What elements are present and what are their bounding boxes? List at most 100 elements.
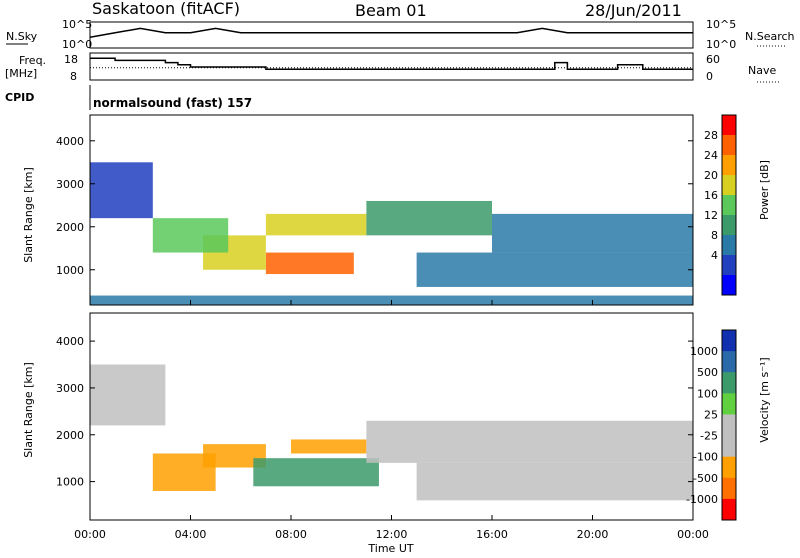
y-tick-label: 2000	[56, 429, 84, 442]
cpid-label: CPID	[5, 91, 34, 104]
velocity-y-axis: 4000 3000 2000 1000	[56, 335, 693, 489]
x-tick-label: 16:00	[476, 528, 508, 541]
freq-tick-top: 18	[64, 53, 78, 66]
power-colorbar-segment	[722, 155, 736, 176]
scatter-region	[366, 420, 693, 463]
velocity-colorbar-segment	[722, 498, 736, 521]
power-colorbar-tick-label: 4	[711, 249, 718, 262]
freq-series	[90, 57, 693, 70]
scatter-region	[203, 444, 266, 468]
power-colorbar-segment	[722, 175, 736, 196]
velocity-colorbar-segment	[722, 414, 736, 437]
power-colorbar-segment	[722, 255, 736, 276]
power-colorbar-frame	[721, 114, 737, 296]
scatter-region	[416, 252, 693, 287]
power-colorbar-segment	[722, 115, 736, 136]
nsearch-tick-top: 10^5	[706, 18, 736, 31]
velocity-data	[90, 364, 693, 501]
velocity-colorbar-tick-label: -1000	[686, 493, 718, 506]
power-colorbar-segment	[722, 195, 736, 216]
velocity-colorbar-tick-label: -500	[693, 472, 718, 485]
velocity-colorbar-tick-label: -100	[693, 451, 718, 464]
velocity-colorbar-segment	[722, 372, 736, 394]
nave-label: Nave	[748, 64, 776, 77]
scatter-region	[90, 162, 153, 219]
nsky-tick-top: 10^5	[62, 18, 92, 31]
power-panel: 4000 3000 2000 1000 Slant Range [km] 28 24 20…	[22, 114, 771, 306]
velocity-ylabel: Slant Range [km]	[22, 362, 35, 458]
velocity-colorbar-frame	[721, 329, 737, 521]
nsky-tick-bottom: 10^0	[62, 38, 92, 51]
freq-panel: Freq. [MHz] 18 8 60 0 Nave	[5, 52, 780, 83]
power-colorbar-segment	[722, 135, 736, 156]
velocity-colorbar: 1000 500 100 25 -25 -100 -500 -1000	[686, 329, 737, 521]
nsearch-label: N.Search	[745, 30, 795, 43]
y-tick-label: 1000	[56, 264, 84, 277]
scatter-region	[366, 200, 492, 236]
scatter-region	[253, 458, 379, 487]
power-y-axis: 4000 3000 2000 1000	[56, 135, 693, 277]
freq-tick-bottom: 8	[70, 70, 77, 83]
cpid-text: normalsound (fast) 157	[93, 96, 252, 110]
velocity-colorbar-segment	[722, 393, 736, 415]
velocity-colorbar-tick-label: 1000	[690, 345, 718, 358]
power-colorbar-segment	[722, 215, 736, 236]
power-colorbar-segment	[722, 235, 736, 256]
scatter-region	[416, 462, 693, 501]
power-colorbar-tick-label: 28	[704, 129, 718, 142]
freq-unit-label: [MHz]	[5, 67, 37, 80]
time-x-axis: 00:00 04:00 08:00 12:00 16:00 20:00 00:00	[74, 300, 709, 541]
y-tick-label: 4000	[56, 135, 84, 148]
y-tick-label: 4000	[56, 335, 84, 348]
nsky-series	[89, 27, 693, 38]
power-colorbar-segment	[722, 275, 736, 296]
power-colorbar-tick-label: 16	[704, 189, 718, 202]
nsky-panel: N.Sky 10^5 10^0 10^5 10^0 N.Search	[6, 18, 795, 51]
y-tick-label: 1000	[56, 476, 84, 489]
velocity-colorbar-segment	[722, 351, 736, 373]
x-tick-label: 00:00	[677, 528, 709, 541]
x-tick-label: 04:00	[175, 528, 207, 541]
scatter-region	[152, 218, 229, 253]
x-tick-label: 12:00	[376, 528, 408, 541]
velocity-colorbar-segment	[722, 477, 736, 500]
nsky-label: N.Sky	[6, 30, 38, 43]
velocity-colorbar-tick-label: 25	[704, 408, 718, 421]
velocity-colorbar-tick-label: 100	[697, 387, 718, 400]
cpid-panel: CPID normalsound (fast) 157	[5, 85, 252, 110]
scatter-region	[492, 213, 693, 253]
x-tick-label: 20:00	[577, 528, 609, 541]
velocity-panel: 4000 3000 2000 1000 Slant Range [km] 1000 50…	[22, 312, 771, 521]
velocity-colorbar-label: Velocity [m s⁻¹]	[758, 357, 771, 442]
velocity-colorbar-segment	[722, 456, 736, 479]
scatter-region	[265, 252, 354, 275]
nave-tick-top: 60	[706, 53, 720, 66]
scatter-region	[90, 364, 166, 426]
scatter-region	[291, 439, 367, 454]
power-data	[90, 162, 693, 305]
nsearch-tick-bottom: 10^0	[706, 38, 736, 51]
x-tick-label: 08:00	[275, 528, 307, 541]
y-tick-label: 2000	[56, 221, 84, 234]
date-title: 28/Jun/2011	[585, 1, 682, 20]
power-colorbar-label: Power [dB]	[758, 160, 771, 220]
power-colorbar-tick-label: 8	[711, 229, 718, 242]
power-colorbar-tick-label: 20	[704, 169, 718, 182]
velocity-colorbar-segment	[722, 330, 736, 352]
freq-label: Freq.	[19, 54, 46, 67]
x-tick-label: 00:00	[74, 528, 106, 541]
power-colorbar-tick-label: 24	[704, 149, 718, 162]
x-axis-label: Time UT	[367, 542, 413, 554]
velocity-colorbar-tick-label: 500	[697, 366, 718, 379]
y-tick-label: 3000	[56, 382, 84, 395]
velocity-colorbar-segment	[722, 435, 736, 458]
nave-tick-bottom: 0	[706, 70, 713, 83]
power-ylabel: Slant Range [km]	[22, 167, 35, 263]
scatter-region	[265, 213, 367, 236]
velocity-colorbar-tick-label: -25	[700, 430, 718, 443]
beam-title: Beam 01	[355, 1, 427, 20]
station-title: Saskatoon (fitACF)	[92, 0, 240, 18]
power-colorbar: 28 24 20 16 12 8 4	[704, 114, 737, 296]
y-tick-label: 3000	[56, 178, 84, 191]
